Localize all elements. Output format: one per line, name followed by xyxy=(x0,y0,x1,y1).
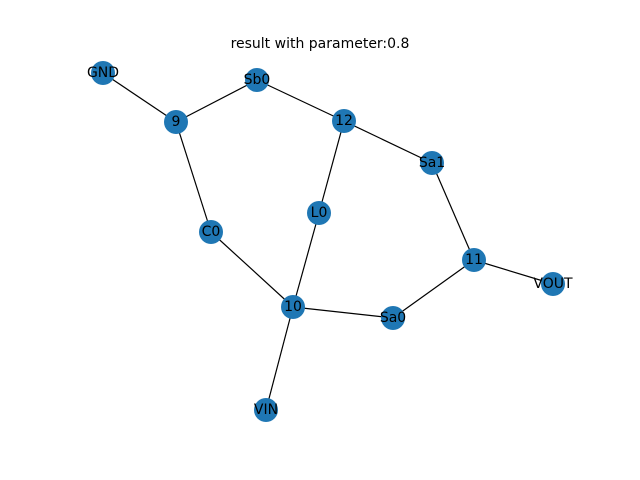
node-circle xyxy=(199,220,223,244)
node-circle xyxy=(307,201,331,225)
node-sa1: Sa1 xyxy=(419,151,445,175)
node-label: 9 xyxy=(172,114,181,130)
node-label: GND xyxy=(87,65,119,81)
edge-9-c0 xyxy=(175,121,212,233)
node-12: 12 xyxy=(332,109,356,133)
nodes-layer: GND 9 Sb0 12 Sa1 C0 L0 11 VOUT 10 Sa0 VIN xyxy=(87,61,573,422)
node-label: Sa0 xyxy=(380,310,406,326)
edge-12-sa1 xyxy=(343,120,433,164)
node-label: Sb0 xyxy=(244,72,271,88)
node-9: 9 xyxy=(164,110,188,134)
node-label: 10 xyxy=(284,299,302,315)
node-label: 12 xyxy=(335,113,353,129)
node-l0: L0 xyxy=(307,201,331,225)
node-circle xyxy=(420,151,444,175)
edge-sb0-12 xyxy=(256,79,345,122)
edge-11-vout xyxy=(473,259,554,285)
edge-sa0-10 xyxy=(292,306,394,319)
node-circle xyxy=(91,61,115,85)
node-circle xyxy=(462,248,486,272)
node-vin: VIN xyxy=(254,398,278,422)
edge-10-l0 xyxy=(292,212,320,308)
node-label: Sa1 xyxy=(419,155,445,171)
node-sa0: Sa0 xyxy=(380,306,406,330)
node-circle xyxy=(332,109,356,133)
node-circle xyxy=(245,68,269,92)
edge-10-vin xyxy=(265,306,294,411)
edges-layer xyxy=(102,72,554,411)
node-circle xyxy=(254,398,278,422)
node-label: VOUT xyxy=(533,276,573,292)
node-circle xyxy=(281,295,305,319)
edge-11-sa0 xyxy=(392,259,475,319)
graph-title: result with parameter:0.8 xyxy=(231,36,410,52)
node-10: 10 xyxy=(281,295,305,319)
edge-10-c0 xyxy=(210,231,294,308)
node-circle xyxy=(164,110,188,134)
node-label: L0 xyxy=(311,205,328,221)
node-11: 11 xyxy=(462,248,486,272)
node-label: C0 xyxy=(202,224,221,240)
node-c0: C0 xyxy=(199,220,223,244)
node-gnd: GND xyxy=(87,61,119,85)
edge-gnd-9 xyxy=(102,72,177,123)
node-vout: VOUT xyxy=(533,272,573,296)
node-label: VIN xyxy=(254,402,278,418)
edge-sa1-11 xyxy=(431,162,475,261)
edge-12-l0 xyxy=(318,120,345,214)
node-circle xyxy=(381,306,405,330)
node-circle xyxy=(541,272,565,296)
edge-9-sb0 xyxy=(175,79,258,123)
node-label: 11 xyxy=(465,252,483,268)
node-sb0: Sb0 xyxy=(244,68,271,92)
